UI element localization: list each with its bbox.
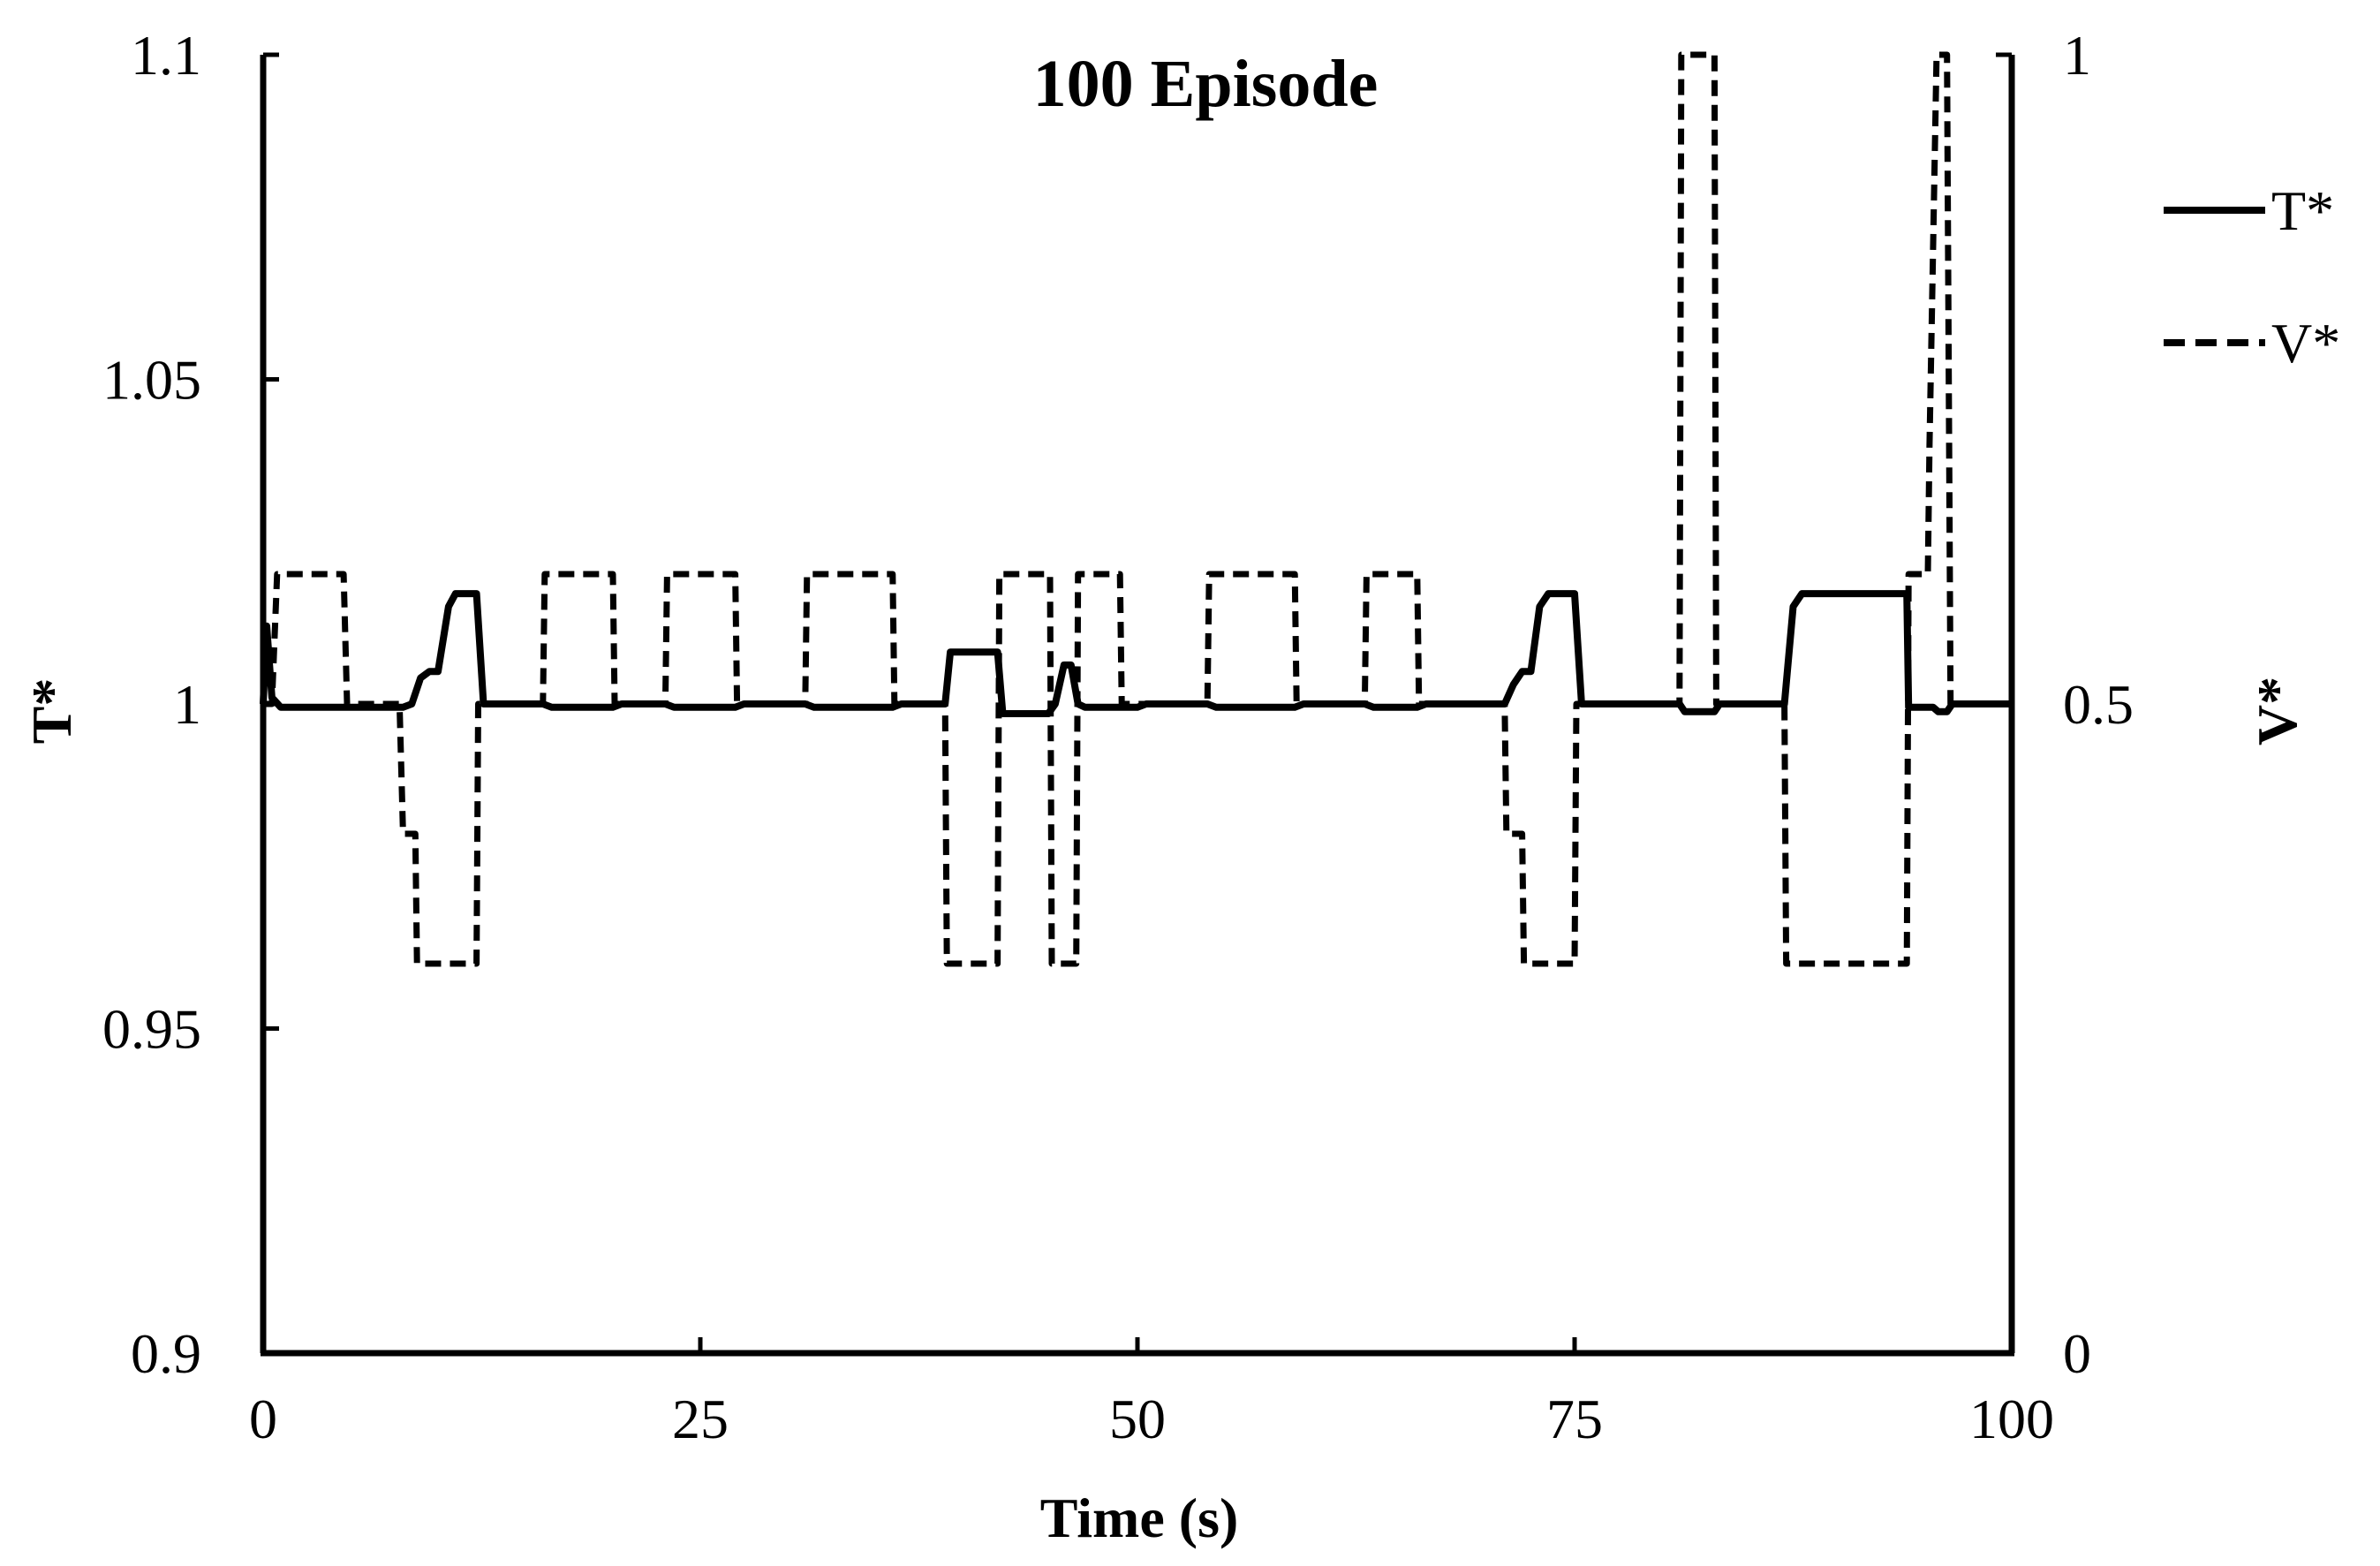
x-tick-label-0: 0: [249, 1388, 277, 1450]
legend-label-t: T*: [2271, 179, 2334, 242]
y-right-tick-label-0: 0: [2063, 1322, 2091, 1385]
y-left-tick-label-1: 0.95: [102, 998, 201, 1061]
y-axis-right-title: V*: [2246, 677, 2308, 745]
x-tick-label-1: 25: [672, 1388, 729, 1450]
x-tick-label-4: 100: [1969, 1388, 2054, 1450]
legend: T* V*: [2164, 179, 2340, 374]
y-left-tick-label-3: 1.05: [102, 349, 201, 412]
series-line-t: [260, 590, 2012, 717]
legend-label-v: V*: [2271, 312, 2340, 374]
x-tick-label-2: 50: [1109, 1388, 1166, 1450]
x-axis-title: Time (s): [1040, 1487, 1239, 1549]
y-axis-left-title: T*: [20, 678, 83, 745]
chart-title: 100 Episode: [1033, 47, 1379, 121]
series-group: [260, 51, 2012, 967]
y-right-tick-label-2: 1: [2063, 24, 2091, 87]
series-line-v: [263, 51, 2012, 967]
y-right-tick-label-1: 0.5: [2063, 673, 2134, 736]
y-left-tick-label-4: 1.1: [131, 24, 201, 87]
y-left-tick-label-0: 0.9: [131, 1322, 201, 1385]
y-left-tick-label-2: 1: [173, 673, 201, 736]
x-tick-label-3: 75: [1546, 1388, 1603, 1450]
ticks: 0 25 50 75 100 0.9 0.95 1 1.05 1.1 0 0.5 1: [102, 24, 2134, 1450]
